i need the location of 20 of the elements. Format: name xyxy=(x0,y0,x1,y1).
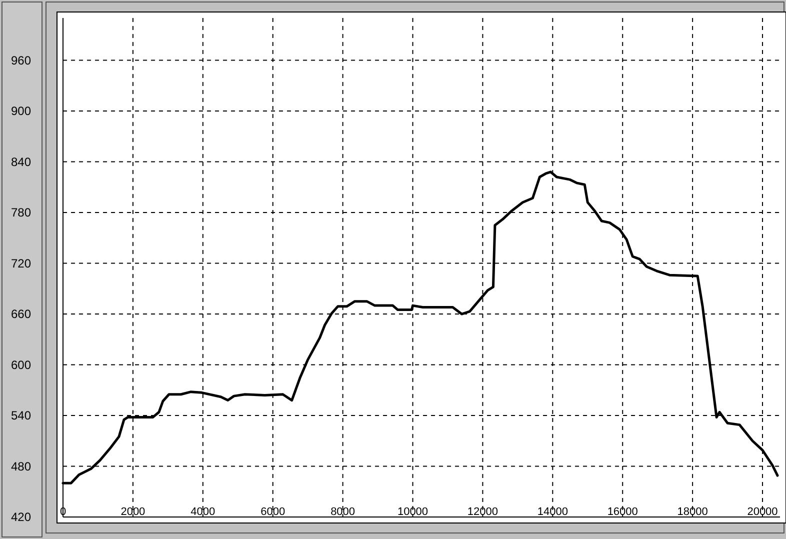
y-tick-label: 720 xyxy=(10,256,32,270)
y-tick-label: 840 xyxy=(10,154,32,169)
x-tick-label: 20000 xyxy=(747,506,778,518)
x-tick-label: 10000 xyxy=(397,506,428,518)
x-tick-label: 14000 xyxy=(537,506,568,518)
y-tick-label: 420 xyxy=(10,510,32,524)
x-tick-label: 2000 xyxy=(120,506,146,518)
x-tick-label: 4000 xyxy=(190,506,216,518)
y-tick-label: 960 xyxy=(10,53,32,68)
y-tick-label: 480 xyxy=(10,459,32,474)
y-tick-label: 540 xyxy=(10,408,32,423)
x-tick-label: 8000 xyxy=(330,506,356,518)
x-tick-label: 6000 xyxy=(260,506,286,518)
y-tick-label: 600 xyxy=(10,358,32,372)
y-tick-label: 660 xyxy=(10,307,32,322)
y-tick-label: 900 xyxy=(10,104,32,118)
x-tick-label: 18000 xyxy=(677,506,708,518)
y-tick-label: 780 xyxy=(10,206,32,220)
x-tick-label: 12000 xyxy=(467,506,498,518)
x-tick-label: 16000 xyxy=(607,506,638,518)
